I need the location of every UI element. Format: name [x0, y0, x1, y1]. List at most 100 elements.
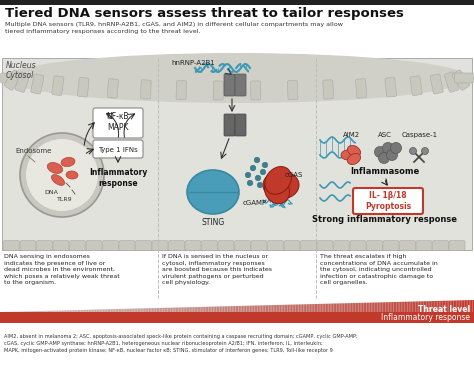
Polygon shape — [87, 310, 89, 312]
Polygon shape — [305, 304, 307, 312]
FancyBboxPatch shape — [93, 140, 143, 158]
Polygon shape — [55, 310, 57, 312]
Polygon shape — [175, 307, 177, 312]
Polygon shape — [403, 302, 404, 312]
Polygon shape — [133, 309, 134, 312]
Polygon shape — [201, 307, 202, 312]
Polygon shape — [313, 304, 314, 312]
Polygon shape — [104, 309, 106, 312]
Polygon shape — [414, 301, 416, 312]
Polygon shape — [179, 307, 180, 312]
FancyBboxPatch shape — [140, 80, 151, 99]
Polygon shape — [362, 303, 364, 312]
Polygon shape — [427, 301, 428, 312]
Text: Caspase-1: Caspase-1 — [402, 132, 438, 138]
Circle shape — [255, 175, 261, 181]
Polygon shape — [93, 310, 95, 312]
FancyBboxPatch shape — [53, 240, 69, 251]
Polygon shape — [300, 304, 302, 312]
Polygon shape — [228, 306, 229, 312]
Circle shape — [386, 150, 398, 160]
Text: AIM2, absent in melanoma 2; ASC, apoptosis-associated speck-like protein contain: AIM2, absent in melanoma 2; ASC, apoptos… — [4, 334, 357, 353]
Polygon shape — [269, 305, 270, 312]
Text: Inflammatory
response: Inflammatory response — [89, 168, 147, 188]
FancyBboxPatch shape — [267, 240, 283, 251]
Polygon shape — [218, 306, 219, 312]
Polygon shape — [177, 307, 179, 312]
FancyBboxPatch shape — [251, 81, 261, 100]
Polygon shape — [404, 302, 406, 312]
Polygon shape — [288, 305, 289, 312]
FancyBboxPatch shape — [400, 240, 416, 251]
Polygon shape — [385, 302, 387, 312]
Polygon shape — [27, 311, 28, 312]
Polygon shape — [311, 304, 313, 312]
Polygon shape — [169, 308, 171, 312]
Polygon shape — [378, 303, 379, 312]
Polygon shape — [310, 304, 311, 312]
Polygon shape — [215, 307, 217, 312]
Polygon shape — [435, 301, 436, 312]
Polygon shape — [460, 300, 461, 312]
Bar — [2, 58, 472, 250]
Polygon shape — [262, 305, 264, 312]
Polygon shape — [351, 303, 352, 312]
Polygon shape — [248, 306, 250, 312]
Polygon shape — [273, 305, 275, 312]
FancyBboxPatch shape — [301, 240, 317, 251]
Polygon shape — [452, 301, 454, 312]
Polygon shape — [392, 302, 393, 312]
FancyBboxPatch shape — [334, 240, 349, 251]
Polygon shape — [276, 305, 278, 312]
Polygon shape — [63, 310, 65, 312]
FancyBboxPatch shape — [119, 240, 135, 251]
Polygon shape — [352, 303, 354, 312]
Polygon shape — [190, 307, 191, 312]
Polygon shape — [171, 308, 172, 312]
Polygon shape — [141, 309, 142, 312]
Polygon shape — [122, 309, 123, 312]
Polygon shape — [401, 302, 403, 312]
Polygon shape — [108, 309, 109, 312]
Polygon shape — [264, 305, 265, 312]
Circle shape — [20, 133, 104, 217]
FancyBboxPatch shape — [107, 79, 118, 98]
Polygon shape — [326, 304, 327, 312]
Polygon shape — [332, 304, 333, 312]
FancyBboxPatch shape — [383, 240, 399, 251]
Polygon shape — [259, 306, 261, 312]
Polygon shape — [423, 301, 425, 312]
Polygon shape — [366, 303, 368, 312]
Polygon shape — [198, 307, 199, 312]
FancyBboxPatch shape — [432, 240, 448, 251]
FancyBboxPatch shape — [430, 74, 443, 94]
FancyBboxPatch shape — [20, 240, 36, 251]
Polygon shape — [193, 307, 194, 312]
Polygon shape — [253, 306, 255, 312]
Polygon shape — [322, 304, 324, 312]
Ellipse shape — [263, 171, 299, 199]
Polygon shape — [278, 305, 280, 312]
Polygon shape — [340, 303, 341, 312]
Polygon shape — [160, 308, 161, 312]
Polygon shape — [463, 300, 465, 312]
Polygon shape — [152, 308, 153, 312]
Polygon shape — [447, 301, 449, 312]
Polygon shape — [81, 310, 82, 312]
Polygon shape — [186, 307, 188, 312]
Polygon shape — [384, 302, 385, 312]
Polygon shape — [359, 303, 360, 312]
FancyBboxPatch shape — [350, 240, 366, 251]
Polygon shape — [76, 310, 77, 312]
FancyBboxPatch shape — [176, 80, 186, 100]
Polygon shape — [316, 304, 318, 312]
Polygon shape — [167, 308, 169, 312]
Polygon shape — [458, 300, 460, 312]
Polygon shape — [36, 311, 38, 312]
Polygon shape — [71, 310, 73, 312]
Polygon shape — [128, 309, 129, 312]
Polygon shape — [245, 306, 246, 312]
Polygon shape — [433, 301, 435, 312]
Text: AIM2: AIM2 — [344, 132, 361, 138]
Polygon shape — [60, 310, 62, 312]
